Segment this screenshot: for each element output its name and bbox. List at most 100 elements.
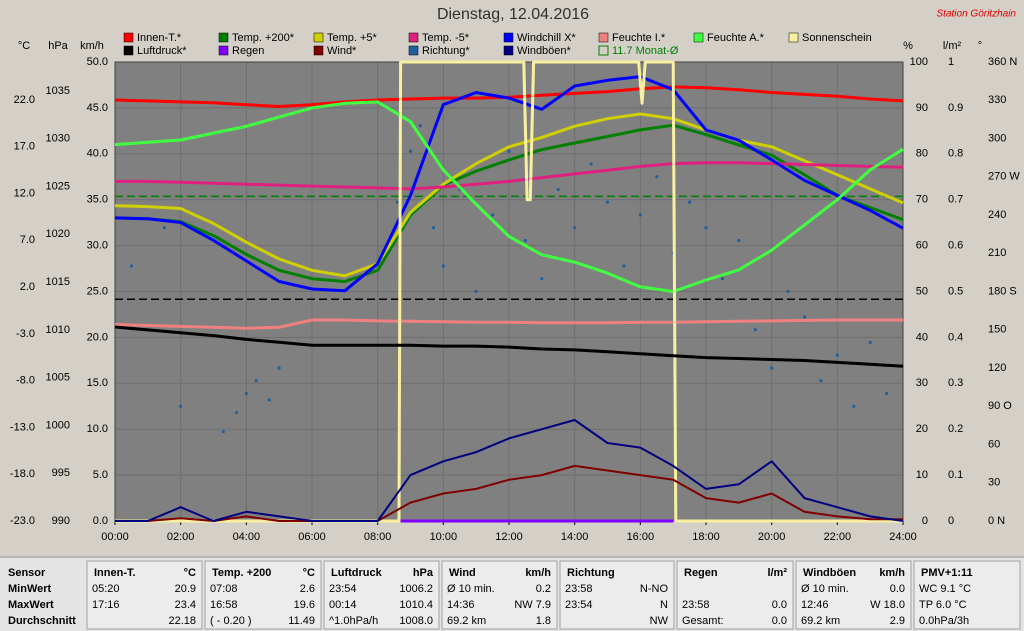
y-tick-label: 1030 — [46, 133, 70, 145]
table-cell: 1010.4 — [399, 599, 433, 611]
x-tick-label: 00:00 — [101, 531, 129, 543]
axis-unit: ° — [978, 40, 982, 52]
y-tick-label: 50.0 — [87, 56, 108, 68]
direction-dot — [835, 353, 839, 357]
y-tick-label: 0.1 — [948, 469, 963, 481]
y-tick-label: -8.0 — [16, 375, 35, 387]
table-panel — [323, 560, 440, 630]
direction-dot — [753, 328, 757, 332]
table-cell: 23:54 — [329, 583, 357, 595]
table-cell: 0.0 — [890, 583, 905, 595]
y-tick-label: 15.0 — [87, 377, 108, 389]
y-tick-label: 10.0 — [87, 423, 108, 435]
direction-dot — [737, 238, 741, 243]
y-tick-label: 12.0 — [14, 187, 35, 199]
legend-label: Wind* — [327, 45, 357, 57]
x-tick-label: 24:00 — [889, 531, 917, 543]
chart-title: Dienstag, 12.04.2016 — [437, 6, 589, 23]
table-cell: NW — [650, 615, 669, 627]
legend-label: Temp. +5* — [327, 32, 378, 44]
y-tick-label: 20 — [916, 423, 928, 435]
x-tick-label: 04:00 — [233, 531, 261, 543]
table-cell: TP 6.0 °C — [919, 599, 967, 611]
x-tick-label: 18:00 — [692, 531, 720, 543]
direction-dot — [720, 277, 725, 281]
direction-dot — [622, 264, 626, 268]
direction-dot — [254, 379, 258, 383]
table-cell: Gesamt: — [682, 615, 724, 627]
y-tick-label: 90 — [916, 102, 928, 114]
table-panel — [559, 560, 675, 630]
direction-dot — [244, 391, 248, 396]
y-tick-label: 35.0 — [87, 194, 108, 206]
legend-label: Windchill X* — [517, 32, 576, 44]
table-panel — [795, 560, 912, 630]
y-tick-label: 40.0 — [87, 148, 108, 160]
row-label: Sensor — [8, 567, 46, 579]
direction-dot — [852, 404, 856, 408]
y-tick-label: 330 — [988, 94, 1006, 106]
y-tick-label: 210 — [988, 247, 1006, 259]
table-cell: Ø 10 min. — [447, 583, 495, 595]
direction-dot — [129, 264, 134, 268]
column-unit: km/h — [525, 567, 551, 579]
y-tick-label: 25.0 — [87, 285, 108, 297]
series-line — [114, 318, 903, 330]
table-cell: 1008.0 — [399, 615, 433, 627]
table-cell: 1006.2 — [399, 583, 433, 595]
y-tick-label: 45.0 — [87, 102, 108, 114]
row-label: MinWert — [8, 583, 52, 595]
y-tick-label: 1020 — [46, 228, 70, 240]
table-cell: 23:58 — [565, 583, 593, 595]
legend-label: Windböen* — [517, 45, 572, 57]
legend-label: Innen-T.* — [137, 32, 182, 44]
y-tick-label: 5.0 — [93, 469, 108, 481]
axis-unit: hPa — [48, 40, 68, 52]
table-cell: 17:16 — [92, 599, 120, 611]
direction-dot — [408, 149, 413, 153]
direction-dot — [802, 315, 807, 319]
table-panel — [204, 560, 322, 630]
direction-dot — [162, 226, 166, 230]
column-title: Richtung — [567, 567, 615, 579]
table-cell: 22.18 — [168, 615, 196, 627]
x-tick-label: 10:00 — [430, 531, 458, 543]
direction-dot — [605, 200, 610, 204]
y-tick-label: 30 — [916, 377, 928, 389]
y-tick-label: 240 — [988, 209, 1006, 221]
x-tick-label: 12:00 — [495, 531, 523, 543]
legend-swatch — [693, 32, 704, 43]
axis-unit: °C — [18, 40, 30, 52]
series-line — [114, 112, 904, 278]
legend-label: Feuchte A.* — [707, 32, 765, 44]
y-tick-label: 0 N — [988, 515, 1005, 527]
legend-swatch — [218, 32, 229, 43]
legend-swatch — [503, 32, 514, 43]
column-title: Temp. +200 — [212, 567, 271, 579]
x-tick-label: 16:00 — [627, 531, 655, 543]
series-line — [114, 123, 904, 283]
direction-dot — [431, 226, 436, 230]
table-cell: 0.2 — [536, 583, 551, 595]
y-tick-label: 150 — [988, 324, 1006, 336]
table-cell: 23.4 — [175, 599, 196, 611]
direction-dot — [819, 379, 823, 383]
legend-label: Richtung* — [422, 45, 470, 57]
direction-dot — [277, 366, 281, 370]
column-title: Innen-T. — [94, 567, 136, 579]
table-cell: 0.0hPa/3h — [919, 615, 969, 627]
y-tick-label: 10 — [916, 469, 928, 481]
legend-swatch — [218, 45, 229, 56]
y-tick-label: 0.6 — [948, 240, 963, 252]
legend-swatch — [598, 32, 609, 43]
y-tick-label: 1000 — [46, 419, 70, 431]
x-tick-label: 20:00 — [758, 531, 786, 543]
y-tick-label: 22.0 — [14, 94, 35, 106]
table-cell: 2.6 — [300, 583, 315, 595]
direction-dot — [221, 430, 225, 434]
y-tick-label: -13.0 — [10, 421, 35, 433]
legend-label: Temp. +200* — [232, 32, 295, 44]
table-cell: 23:58 — [682, 599, 710, 611]
table-cell: 07:08 — [210, 583, 238, 595]
